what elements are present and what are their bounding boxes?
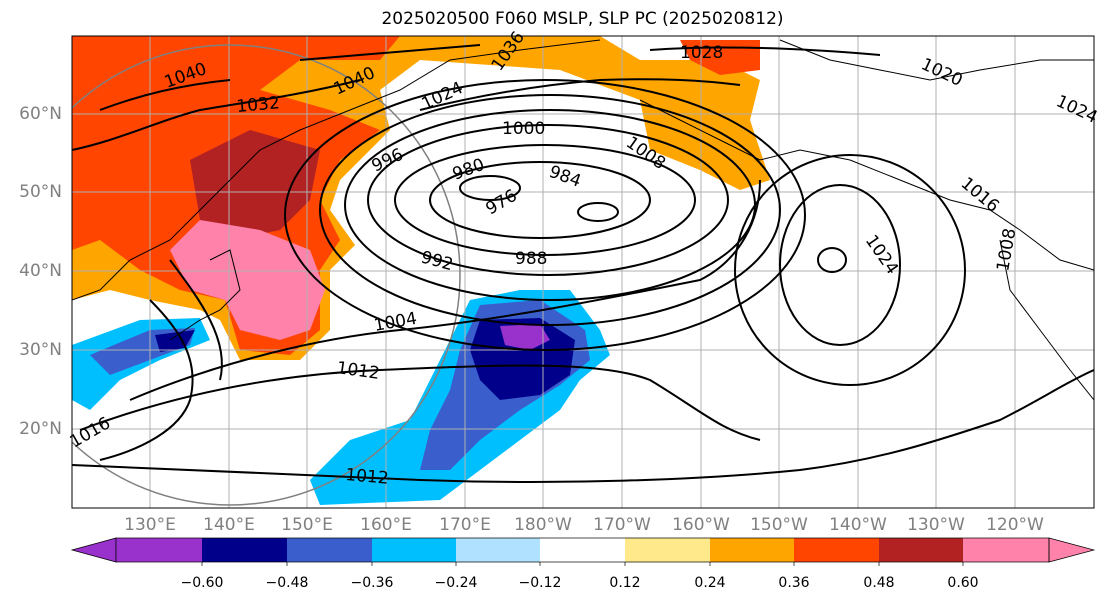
- colorbar-tick-label: −0.60: [180, 575, 224, 591]
- colorbar-bin: [879, 538, 963, 562]
- anomaly-pink: [170, 220, 325, 340]
- lon-label: 120°W: [986, 515, 1044, 535]
- colorbar-bin: [202, 538, 287, 562]
- colorbar-bin: [540, 538, 625, 562]
- map-title: 2025020500 F060 MSLP, SLP PC (2025020812…: [381, 9, 784, 29]
- contour-label: 1008: [993, 227, 1020, 273]
- lon-label: 170°W: [593, 515, 651, 535]
- lat-label: 60°N: [19, 104, 62, 124]
- colorbar-tick-label: 0.60: [947, 575, 979, 591]
- anomaly-darkred: [190, 130, 320, 240]
- contour-label: 1016: [67, 413, 114, 452]
- colorbar-bin: [794, 538, 879, 562]
- colorbar-bin: [625, 538, 710, 562]
- colorbar-tick-label: −0.12: [518, 575, 562, 591]
- colorbar-arrow-left: [70, 537, 117, 563]
- contour-label: 984: [546, 162, 583, 192]
- contour-label: 996: [369, 145, 407, 177]
- lon-label: 170°E: [439, 515, 491, 535]
- lat-label: 40°N: [19, 261, 62, 281]
- lat-label: 30°N: [19, 340, 62, 360]
- colorbar-bin: [287, 538, 372, 562]
- lon-label: 150°E: [281, 515, 333, 535]
- colorbar-arrow-right: [1048, 537, 1096, 563]
- contour-label: 980: [450, 155, 487, 185]
- colorbar-bin: [372, 538, 456, 562]
- map-frame: [71, 35, 1095, 509]
- contour-label: 1032: [236, 93, 281, 117]
- domain-circle: [72, 44, 461, 506]
- contour-label: 1012: [335, 358, 381, 384]
- contour-label: 1000: [502, 119, 545, 139]
- contour-label: 1016: [957, 174, 1003, 217]
- lon-label: 130°E: [124, 515, 176, 535]
- colorbar-bin: [963, 538, 1049, 562]
- lon-label: 160°E: [360, 515, 412, 535]
- negative-anomaly-central-peak: [500, 324, 550, 350]
- colorbar-tick-label: 0.24: [694, 575, 726, 591]
- colorbar-bin: [456, 538, 540, 562]
- shaded-field: [72, 36, 770, 505]
- colorbar-tick-label: −0.48: [265, 575, 309, 591]
- lon-label: 150°W: [750, 515, 808, 535]
- contour-label: 1020: [918, 54, 966, 90]
- contour-label: 1028: [680, 43, 723, 63]
- colorbar-tick-label: 0.48: [863, 575, 895, 591]
- contour-label: 976: [483, 186, 521, 220]
- lon-label: 180°W: [514, 515, 572, 535]
- lon-label: 160°W: [672, 515, 730, 535]
- colorbar-tick-label: −0.24: [434, 575, 478, 591]
- lon-label: 130°W: [907, 515, 965, 535]
- colorbar-tick-label: 0.12: [609, 575, 641, 591]
- colorbar-frame: [115, 537, 1050, 563]
- colorbar-bin: [710, 538, 794, 562]
- lat-label: 20°N: [19, 419, 62, 439]
- colorbar-bin: [116, 538, 202, 562]
- colorbar-tick-label: −0.36: [350, 575, 394, 591]
- colorbar: [70, 537, 1096, 566]
- graticule: [72, 36, 1094, 508]
- contour-label: 988: [515, 249, 547, 269]
- colorbar-tick-label: 0.36: [778, 575, 810, 591]
- coastlines: [72, 39, 1094, 401]
- mslp-contours: [72, 44, 1094, 483]
- contour-label: 1024: [1053, 91, 1101, 127]
- lon-label: 140°W: [829, 515, 887, 535]
- contour-label: 1012: [345, 465, 390, 489]
- lat-label: 50°N: [19, 182, 62, 202]
- lon-label: 140°E: [203, 515, 255, 535]
